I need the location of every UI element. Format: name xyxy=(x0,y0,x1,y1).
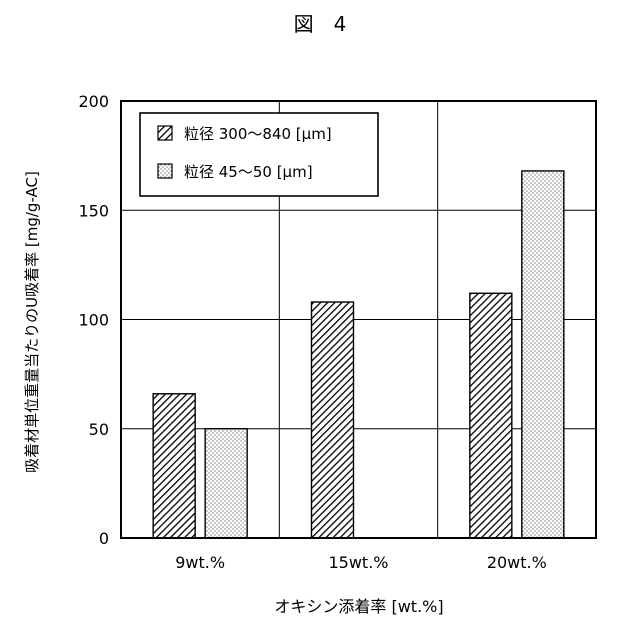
legend-label-series-2: 粒径 45〜50 [μm] xyxy=(184,163,313,181)
y-tick-label: 150 xyxy=(78,201,109,220)
y-tick-label: 50 xyxy=(89,420,109,439)
bar-series-2-9wt xyxy=(205,429,247,538)
legend-label-series-1: 粒径 300〜840 [μm] xyxy=(184,125,332,143)
y-axis-label: 吸着材単位重量当たりのU吸着率 [mg/g-AC] xyxy=(23,171,41,473)
bars xyxy=(153,171,564,538)
bar-series-1-20wt xyxy=(470,293,512,538)
legend-swatch-dots xyxy=(158,164,172,178)
legend-swatch-hatch xyxy=(158,126,172,140)
y-tick-label: 0 xyxy=(99,529,109,548)
bar-series-2-20wt xyxy=(522,171,564,538)
x-tick-label: 9wt.% xyxy=(175,553,225,572)
legend: 粒径 300〜840 [μm] 粒径 45〜50 [μm] xyxy=(140,113,378,196)
y-tick-labels: 0 50 100 150 200 xyxy=(78,92,109,548)
x-tick-labels: 9wt.% 15wt.% 20wt.% xyxy=(175,553,547,572)
y-tick-label: 100 xyxy=(78,311,109,330)
figure-label: 図 4 xyxy=(294,12,347,36)
x-tick-label: 20wt.% xyxy=(487,553,547,572)
y-tick-label: 200 xyxy=(78,92,109,111)
bar-series-1-15wt xyxy=(312,302,354,538)
bar-series-1-9wt xyxy=(153,394,195,538)
x-tick-label: 15wt.% xyxy=(328,553,388,572)
x-axis-label: オキシン添着率 [wt.%] xyxy=(274,597,443,616)
